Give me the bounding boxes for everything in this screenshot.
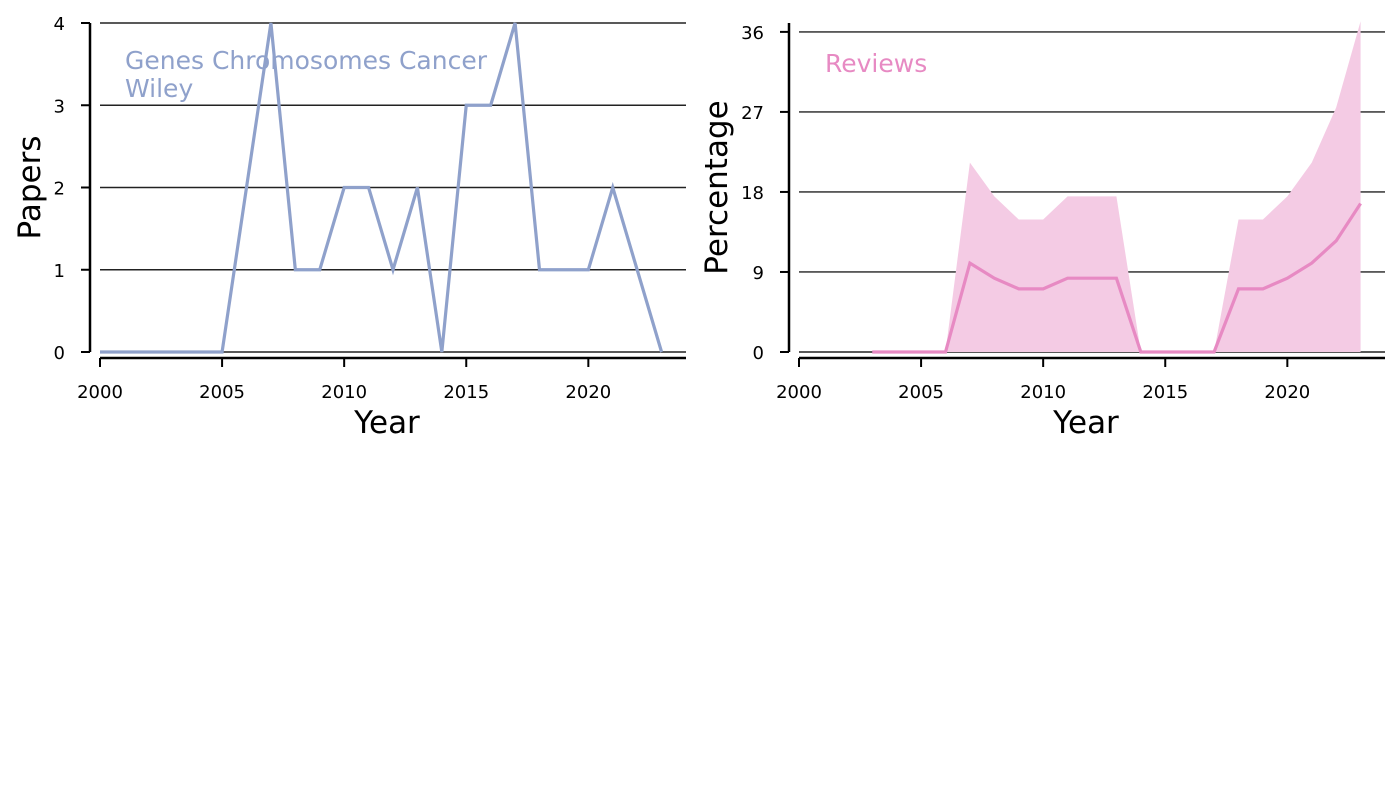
y-axis-title: Papers: [12, 136, 48, 240]
x-axis-title: Year: [1052, 405, 1119, 441]
x-tick-label: 2000: [77, 382, 123, 403]
x-tick-label: 2015: [1142, 382, 1188, 403]
series-annotation: Reviews: [825, 49, 927, 78]
x-tick-label: 2020: [1264, 382, 1310, 403]
chart-panel-2: 0 9 18 27 36 2000 2005 2010 2015 2020 Year Percenta…: [699, 21, 1385, 441]
y-tick-label: 18: [741, 183, 764, 204]
y-tick-label: 0: [54, 343, 65, 364]
x-tick-label: 2015: [443, 382, 489, 403]
x-tick-label: 2010: [321, 382, 367, 403]
series-annotation: Genes Chromosomes Cancer: [125, 46, 488, 75]
x-tick-label: 2005: [199, 382, 245, 403]
x-tick-label: 2000: [776, 382, 822, 403]
confidence-band: [872, 21, 1361, 353]
series-line: [100, 22, 664, 354]
y-tick-label: 36: [741, 23, 764, 44]
y-tick-label: 0: [753, 343, 764, 364]
chart-panel-1: 0 1 2 3 4 2000 2005 2010 2015 2020 Year Papers Genes…: [12, 14, 686, 441]
series-annotation: Wiley: [125, 74, 193, 103]
x-axis-title: Year: [353, 405, 420, 441]
y-tick-label: 2: [54, 179, 65, 200]
x-tick-label: 2005: [898, 382, 944, 403]
x-tick-label: 2020: [565, 382, 611, 403]
y-tick-label: 9: [753, 263, 764, 284]
y-tick-label: 3: [54, 96, 65, 117]
y-tick-label: 4: [54, 14, 65, 35]
y-tick-label: 27: [741, 103, 764, 124]
x-tick-label: 2010: [1020, 382, 1066, 403]
y-tick-label: 1: [54, 261, 65, 282]
y-axis-title: Percentage: [699, 100, 735, 274]
